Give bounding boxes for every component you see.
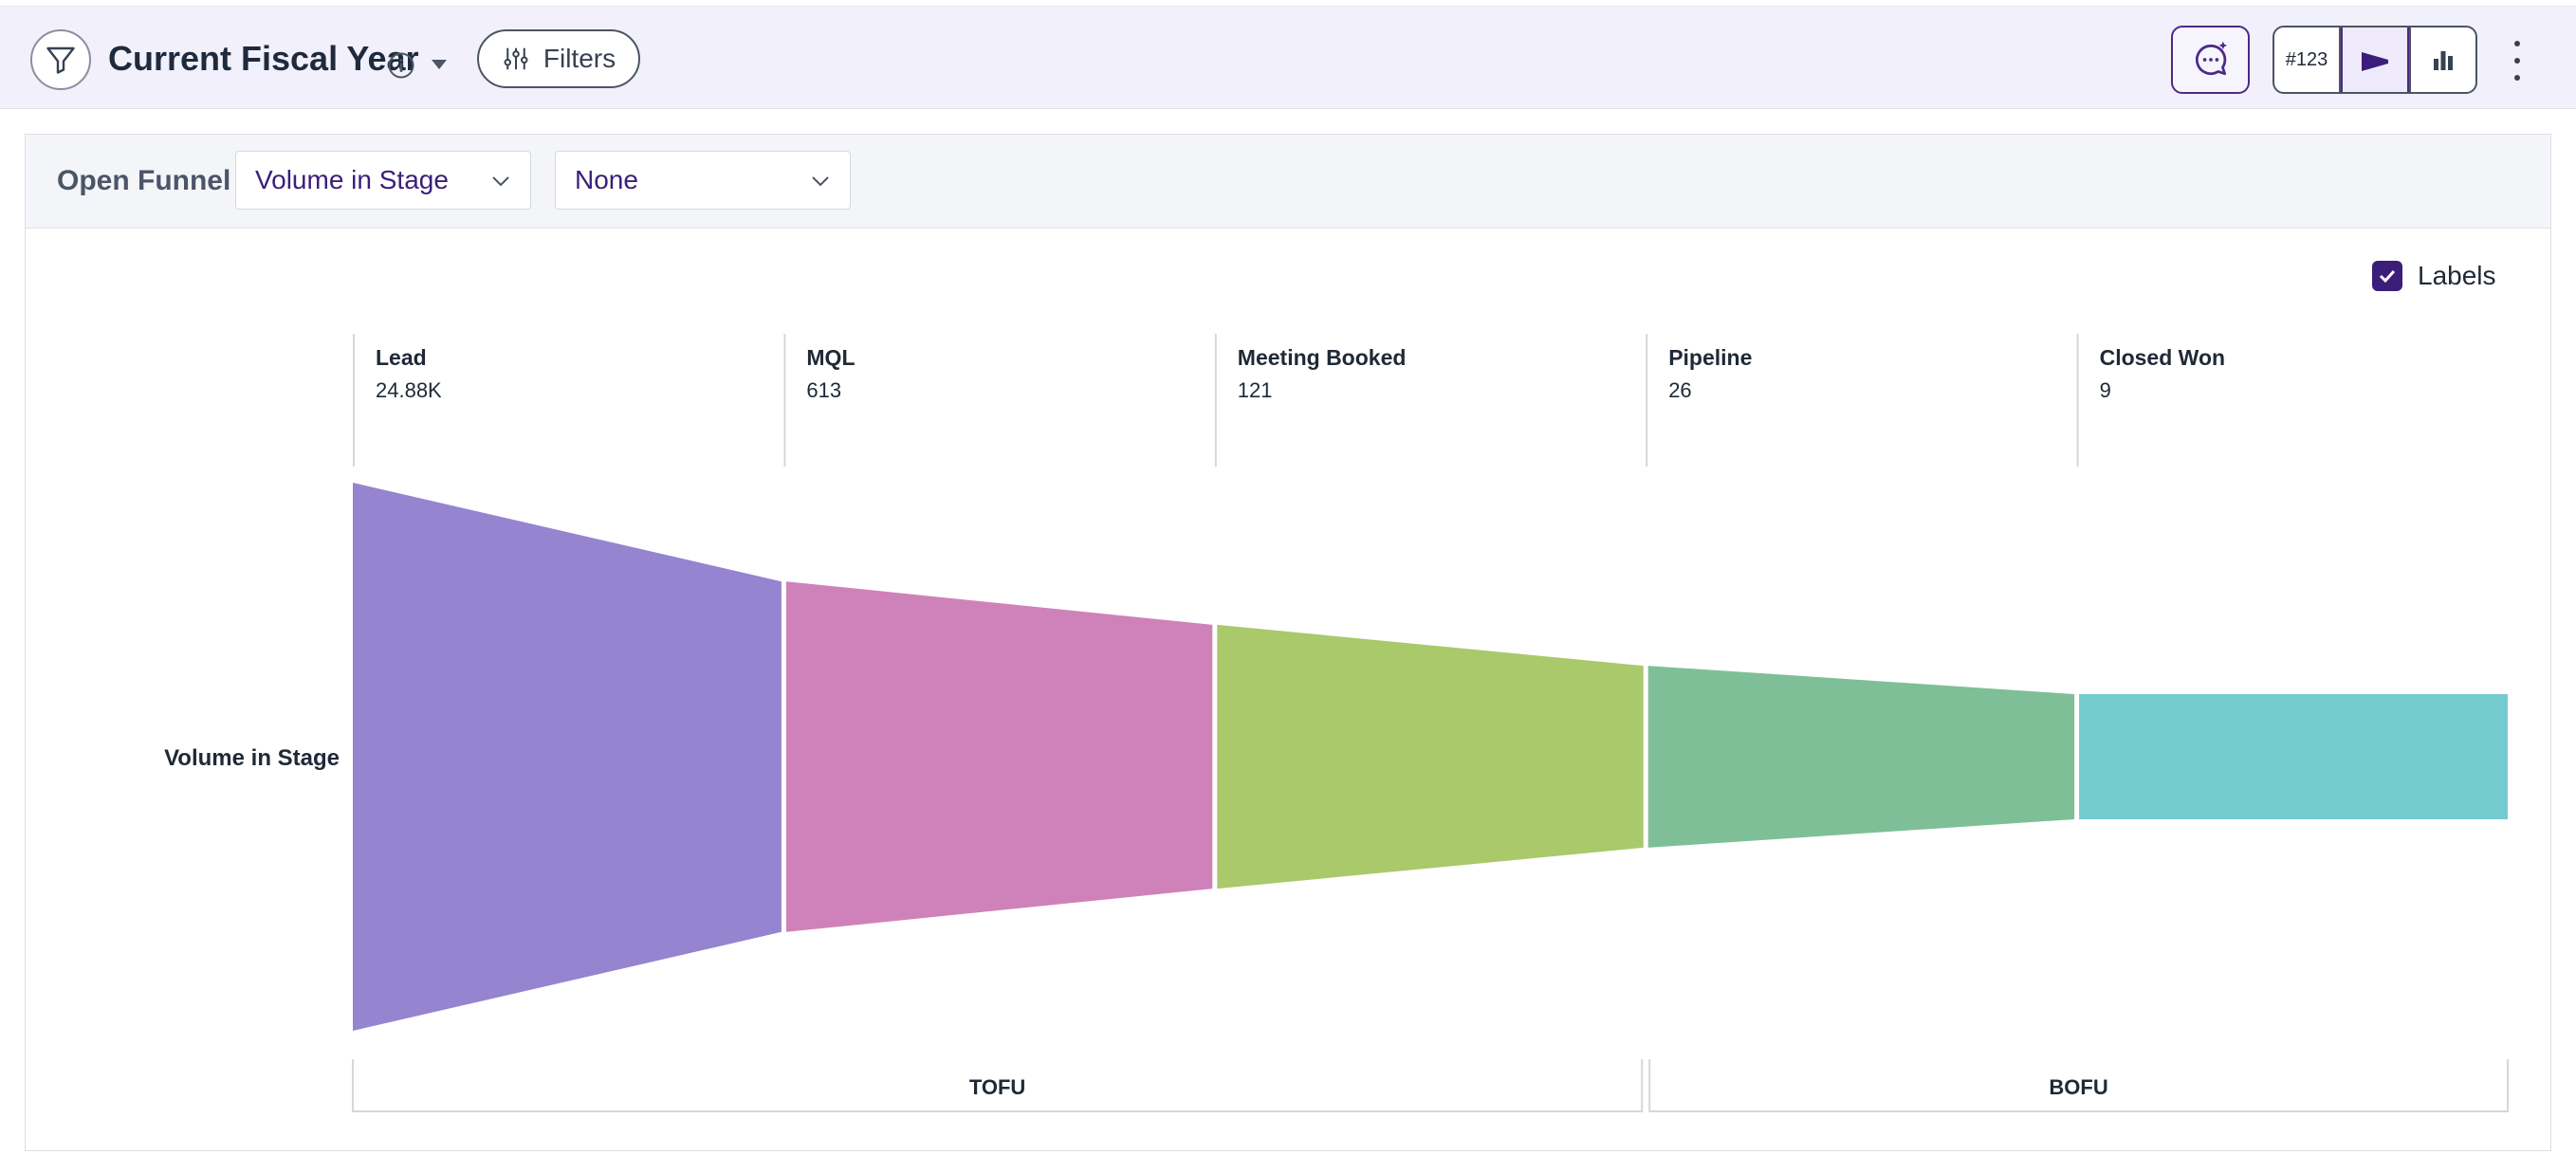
more-vertical-icon: [2514, 41, 2520, 46]
report-title[interactable]: Current Fiscal Year: [108, 39, 419, 78]
number-view-button[interactable]: #123: [2274, 28, 2341, 92]
funnel-segment-mql: [785, 581, 1213, 932]
ai-chat-icon: [2195, 41, 2227, 76]
info-icon[interactable]: [387, 51, 415, 80]
funnel-panel: Open Funnel Volume in Stage None Labels …: [25, 134, 2551, 1151]
top-border: [0, 0, 2576, 7]
stage-value-label: 26: [1668, 378, 1691, 402]
funnel-segment-closed-won: [2079, 694, 2508, 819]
funnel-segment-meeting-booked: [1217, 624, 1644, 889]
funnel-view-button[interactable]: [2341, 28, 2409, 92]
group-bracket: [1648, 1059, 2509, 1112]
stage-name-label: MQL: [806, 345, 855, 370]
group-label: TOFU: [969, 1075, 1025, 1099]
funnel-view-icon: [2362, 52, 2388, 71]
group-bracket: [352, 1059, 1644, 1112]
stage-name-label: Closed Won: [2100, 345, 2225, 370]
funnel-type-label: Open Funnel: [57, 165, 231, 196]
labels-toggle[interactable]: Labels: [2372, 261, 2496, 291]
caret-down-icon[interactable]: [429, 56, 450, 73]
filters-button[interactable]: Filters: [477, 29, 640, 88]
funnel-segment-pipeline: [1647, 666, 2075, 848]
stage-name-label: Pipeline: [1668, 345, 1752, 370]
stage-name-label: Meeting Booked: [1238, 345, 1407, 370]
ai-assistant-button[interactable]: [2171, 26, 2250, 94]
stage-value-label: 24.88K: [376, 378, 442, 402]
stage-value-label: 9: [2100, 378, 2111, 402]
bar-chart-icon: [2434, 51, 2453, 70]
chevron-down-icon: [492, 176, 509, 187]
funnel-icon: [46, 46, 75, 74]
labels-toggle-label: Labels: [2418, 261, 2496, 290]
sliders-icon: [504, 47, 528, 70]
checkmark-icon: [2379, 269, 2396, 284]
y-axis-label: Volume in Stage: [164, 745, 340, 771]
more-options-button[interactable]: [2504, 35, 2530, 86]
chevron-down-icon: [812, 176, 829, 187]
funnel-segment-lead: [353, 483, 782, 1031]
funnel-chart: Lead 24.88K MQL 613 Meeting Booked 121 Pipelin…: [164, 334, 2509, 1112]
funnel-report-button[interactable]: [30, 29, 91, 90]
view-toggle-group: #123: [2272, 26, 2477, 94]
chart-toolbar: Open Funnel Volume in Stage None: [26, 135, 2550, 229]
labels-checkbox[interactable]: [2372, 261, 2402, 291]
stage-name-label: Lead: [376, 345, 427, 370]
metric-select[interactable]: Volume in Stage: [235, 151, 531, 210]
metric-select-value: Volume in Stage: [255, 165, 449, 194]
bar-view-button[interactable]: [2409, 28, 2475, 92]
stage-value-label: 613: [806, 378, 841, 402]
filters-label: Filters: [543, 44, 616, 73]
group-label: BOFU: [2049, 1075, 2107, 1099]
stage-value-label: 121: [1238, 378, 1273, 402]
breakdown-select[interactable]: None: [555, 151, 851, 210]
breakdown-select-value: None: [575, 165, 638, 194]
report-header: Current Fiscal Year Filters #123: [0, 7, 2576, 109]
